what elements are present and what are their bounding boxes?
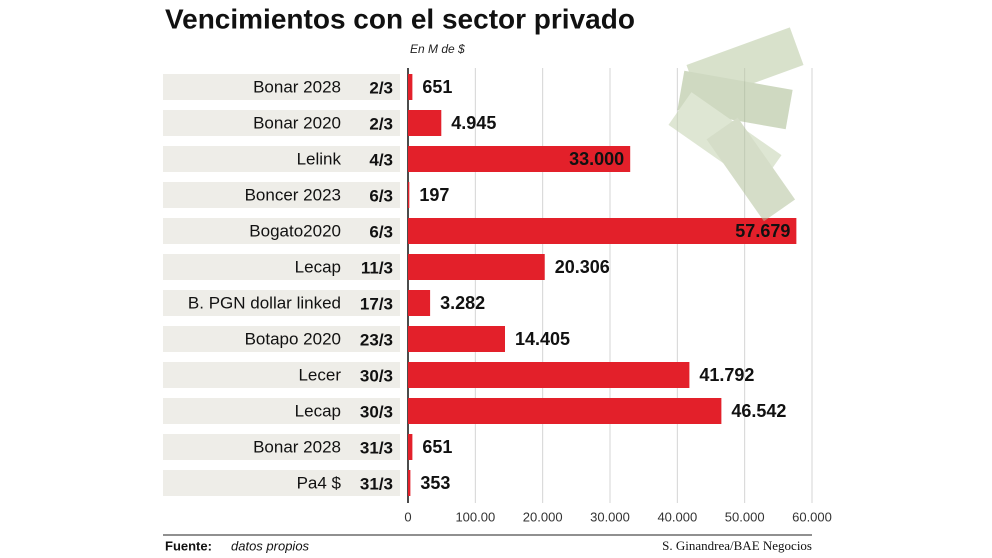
x-tick-label: 20.000	[523, 509, 563, 524]
bar	[408, 434, 413, 460]
date-label: 11/3	[361, 258, 393, 277]
category-label: Bonar 2028	[253, 77, 341, 96]
date-label: 30/3	[360, 402, 393, 421]
value-label: 14.405	[515, 329, 570, 349]
date-label: 2/3	[369, 78, 393, 97]
row-band	[163, 110, 400, 136]
value-label: 20.306	[555, 257, 610, 277]
x-tick-label: 30.000	[590, 509, 630, 524]
row-band	[163, 74, 400, 100]
row-band	[163, 470, 400, 496]
date-label: 17/3	[360, 294, 393, 313]
bar	[408, 290, 431, 316]
value-label: 57.679	[735, 221, 790, 241]
category-label: Botapo 2020	[245, 329, 341, 348]
source: datos propios	[231, 538, 310, 553]
bar	[408, 398, 722, 424]
category-label: Bonar 2028	[253, 437, 341, 456]
category-label: Lecap	[295, 401, 341, 420]
x-tick-label: 50.000	[725, 509, 765, 524]
bar	[408, 218, 797, 244]
x-tick-label: 60.000	[792, 509, 832, 524]
category-label: Pa4 $	[297, 473, 342, 492]
value-label: 41.792	[699, 365, 754, 385]
category-label: Lecer	[298, 365, 341, 384]
date-label: 6/3	[369, 222, 393, 241]
category-label: Bonar 2020	[253, 113, 341, 132]
row-band	[163, 182, 400, 208]
row-band	[163, 218, 400, 244]
date-label: 2/3	[369, 114, 393, 133]
bar	[408, 470, 411, 496]
row-band	[163, 254, 400, 280]
value-label: 353	[420, 473, 450, 493]
chart-title: Vencimientos con el sector privado	[165, 3, 635, 34]
row-band	[163, 326, 400, 352]
value-label: 651	[422, 437, 452, 457]
bar	[408, 110, 442, 136]
chart-subtitle: En M de $	[410, 42, 465, 56]
bar	[408, 326, 505, 352]
category-label: Bogato2020	[249, 221, 341, 240]
category-label: Lecap	[295, 257, 341, 276]
date-label: 31/3	[360, 438, 393, 457]
bar	[408, 74, 413, 100]
category-label: B. PGN dollar linked	[188, 293, 341, 312]
date-label: 23/3	[360, 330, 393, 349]
bar	[408, 362, 690, 388]
value-label: 4.945	[451, 113, 496, 133]
money-illustration	[668, 27, 804, 222]
date-label: 30/3	[360, 366, 393, 385]
banknote	[706, 117, 796, 222]
date-label: 4/3	[369, 150, 393, 169]
category-label: Lelink	[297, 149, 342, 168]
source-label: Fuente:	[165, 538, 212, 553]
value-label: 3.282	[440, 293, 485, 313]
row-band	[163, 434, 400, 460]
bar	[408, 146, 631, 172]
x-tick-label: 40.000	[657, 509, 697, 524]
x-tick-label: 100.00	[455, 509, 495, 524]
credit: S. Ginandrea/BAE Negocios	[662, 538, 812, 553]
date-label: 6/3	[369, 186, 393, 205]
plot: 0 100.00 20.000 30.000 40.000 50.000 60.000 Bon…	[163, 68, 832, 524]
value-label: 46.542	[731, 401, 786, 421]
row-band	[163, 362, 400, 388]
value-label: 651	[422, 77, 452, 97]
row-band	[163, 398, 400, 424]
x-tick-label: 0	[404, 509, 411, 524]
value-label: 197	[419, 185, 449, 205]
row-band	[163, 146, 400, 172]
value-label: 33.000	[569, 149, 624, 169]
bar	[408, 182, 410, 208]
row-band	[163, 290, 400, 316]
bar	[408, 254, 545, 280]
date-label: 31/3	[360, 474, 393, 493]
category-label: Boncer 2023	[245, 185, 341, 204]
